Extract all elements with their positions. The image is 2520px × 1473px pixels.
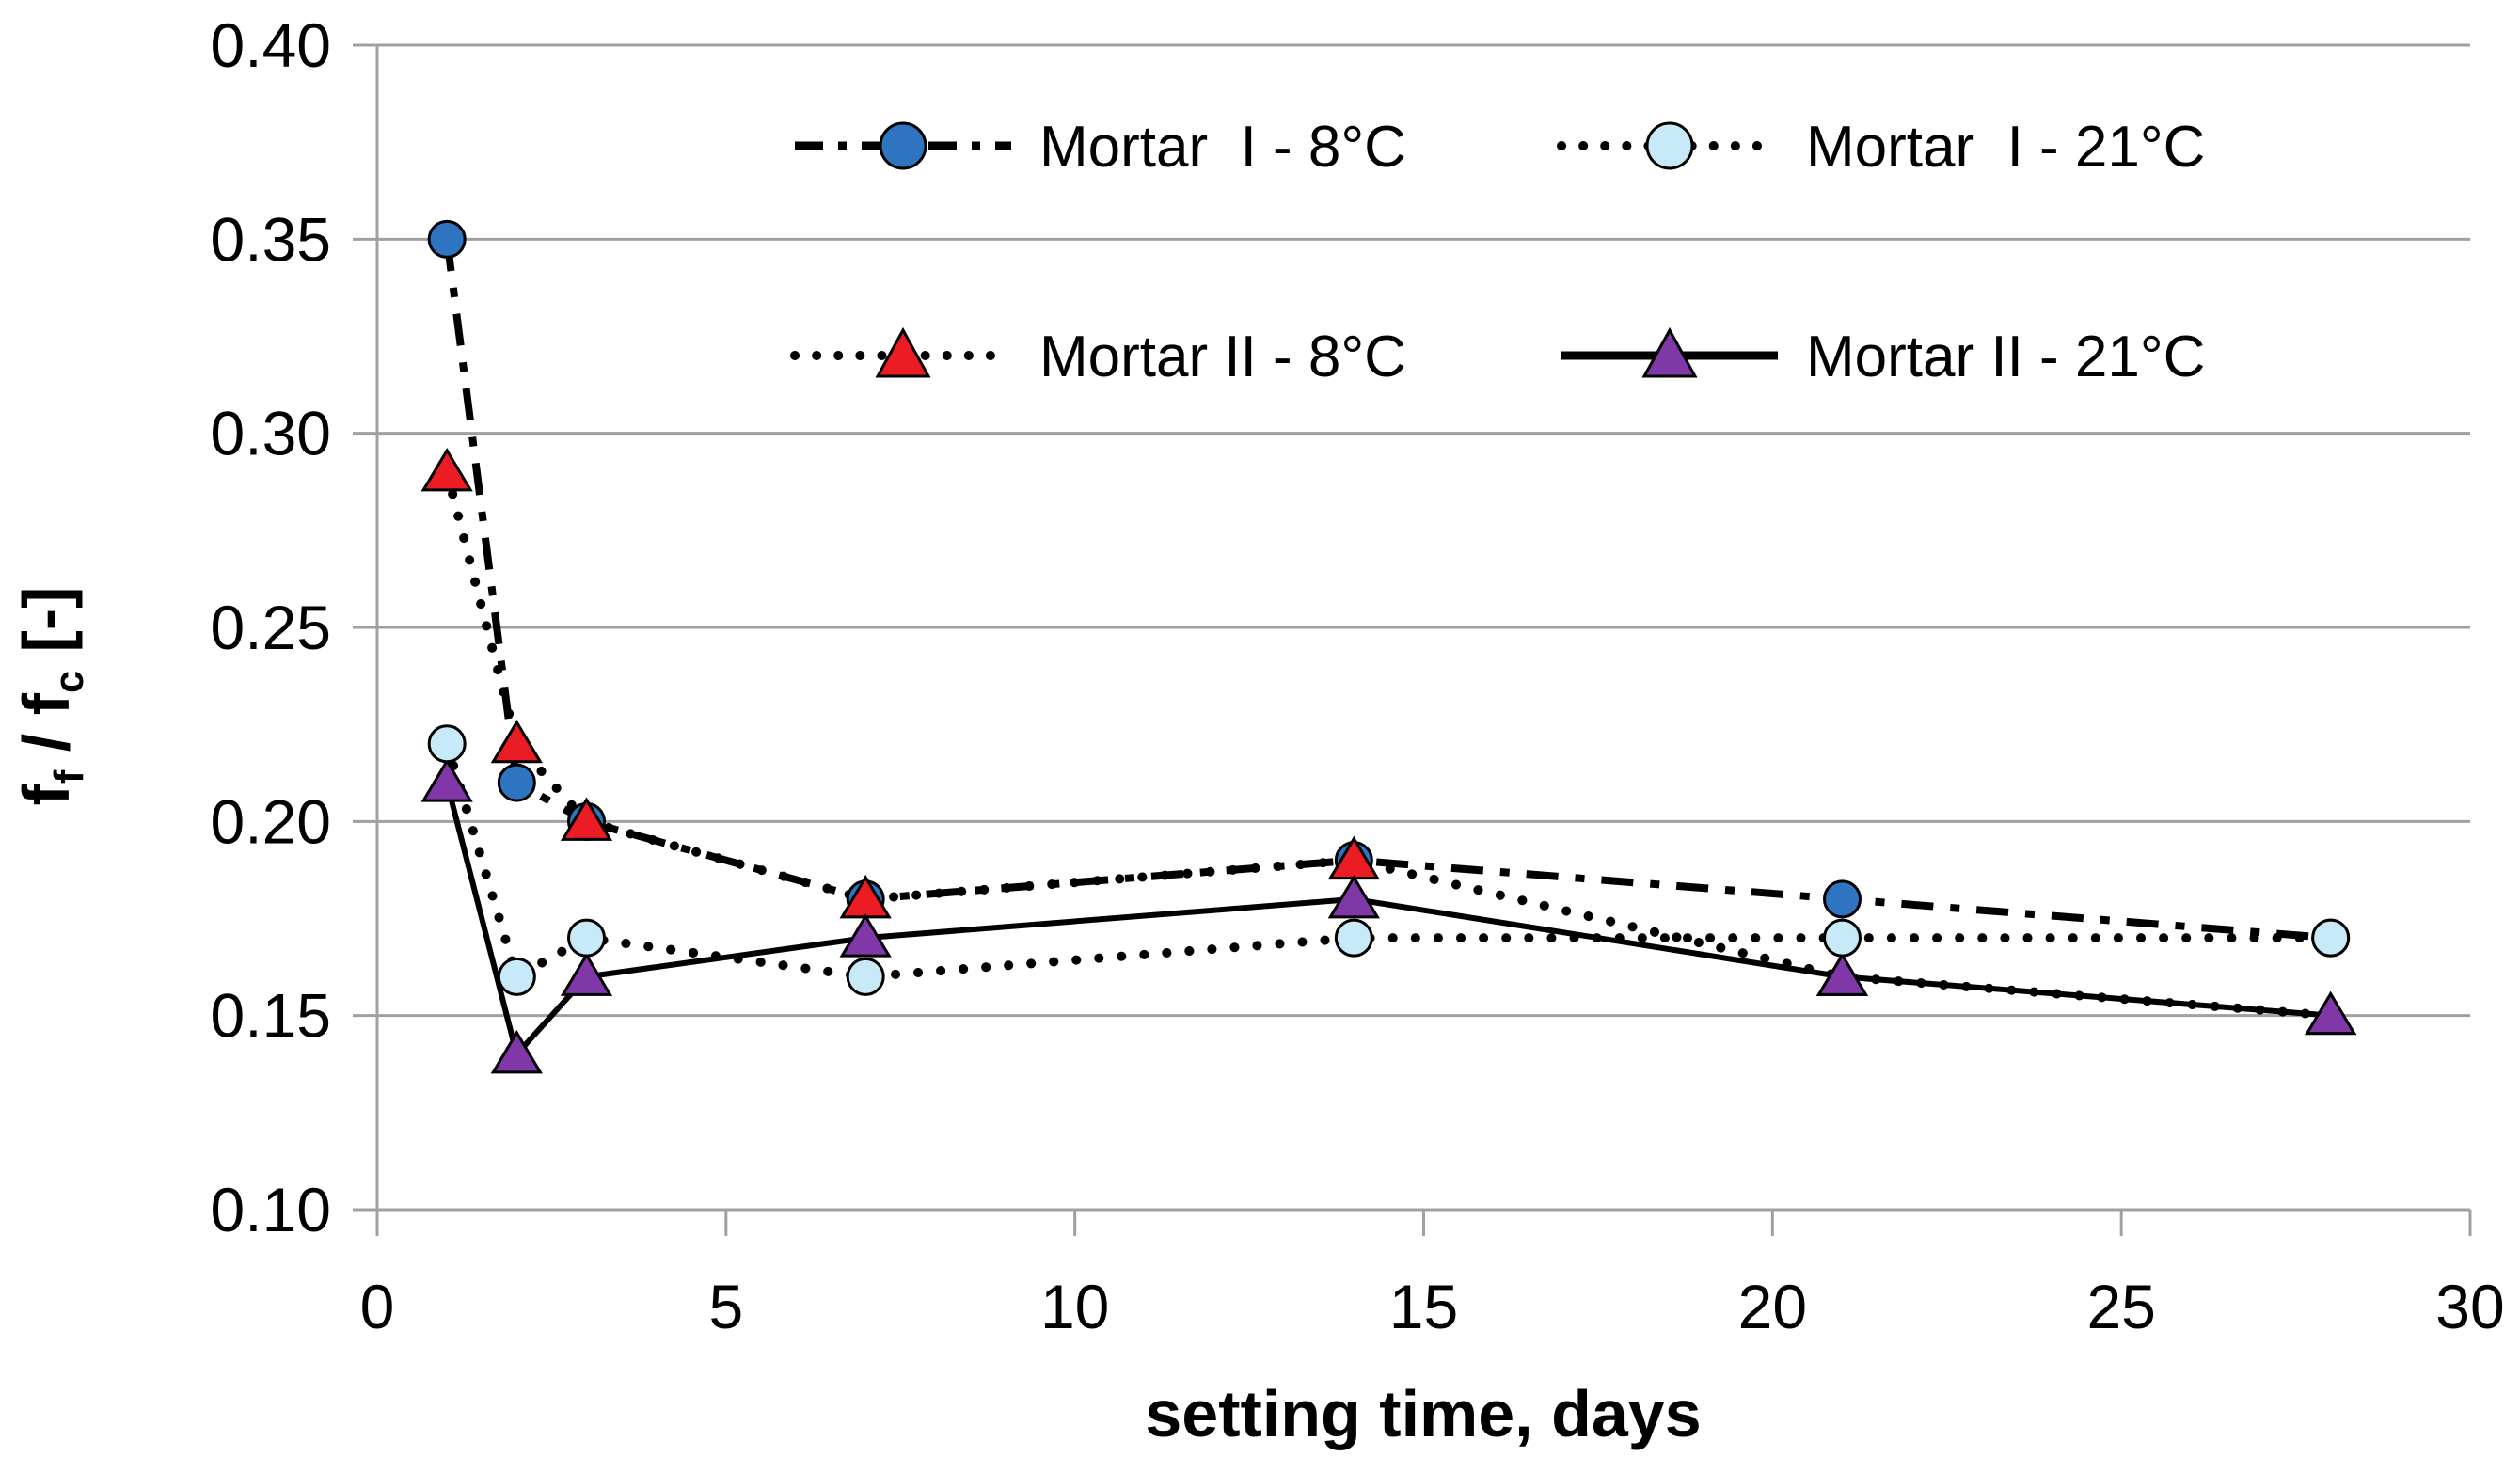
marker-mortar-ii-21-c-day21 bbox=[1815, 952, 1869, 996]
line-mortar-ii-21-c bbox=[444, 782, 2331, 1061]
gridlines bbox=[353, 43, 2470, 1212]
y-axis-title-part: / f bbox=[9, 693, 83, 770]
marker-mortar-ii-8-c-day1 bbox=[420, 448, 473, 492]
marker-mortar-ii-21-c-day1 bbox=[420, 758, 473, 802]
x-tick-label-25: 25 bbox=[2086, 1272, 2155, 1341]
x-tick-label-15: 15 bbox=[1389, 1272, 1458, 1341]
legend-marker-mortar-i-8-c bbox=[879, 121, 927, 170]
legend-label-mortar-ii-8-c: Mortar II - 8°C bbox=[1039, 325, 1406, 389]
y-axis-title-subscript: c bbox=[47, 670, 92, 694]
marker-mortar-i-21-c-day2 bbox=[497, 957, 536, 996]
marker-mortar-i-8-c-day1 bbox=[427, 219, 467, 259]
series-markers bbox=[420, 219, 2357, 1074]
y-tick-label-0.25: 0.25 bbox=[211, 593, 331, 662]
legend-item-mortar-i-8-c: Mortar I - 8°C bbox=[795, 115, 1406, 180]
marker-mortar-i-21-c-day7 bbox=[846, 957, 885, 996]
y-tick-label-0.35: 0.35 bbox=[211, 204, 331, 274]
y-tick-label-0.10: 0.10 bbox=[211, 1175, 331, 1244]
legend: Mortar I - 8°C Mortar I - 21°C Mortar II -… bbox=[790, 115, 2205, 389]
y-axis-title-part: f bbox=[9, 784, 83, 806]
x-axis-title: setting time, days bbox=[1145, 1377, 1702, 1450]
marker-mortar-i-8-c-day21 bbox=[1823, 879, 1862, 919]
x-tick-label-0: 0 bbox=[360, 1272, 395, 1341]
axes bbox=[375, 45, 2472, 1236]
marker-mortar-ii-21-c-day28 bbox=[2305, 990, 2357, 1036]
marker-mortar-ii-21-c-day14 bbox=[1327, 874, 1380, 919]
legend-label-mortar-i-8-c: Mortar I - 8°C bbox=[1039, 115, 1406, 180]
legend-item-mortar-i-21-c: Mortar I - 21°C bbox=[1557, 115, 2205, 180]
legend-item-mortar-ii-8-c: Mortar II - 8°C bbox=[790, 325, 1406, 389]
x-tick-label-30: 30 bbox=[2435, 1272, 2504, 1341]
marker-mortar-i-8-c-day2 bbox=[497, 763, 536, 802]
y-tick-label-0.15: 0.15 bbox=[211, 981, 331, 1051]
y-axis-title-subscript: f bbox=[47, 769, 92, 784]
marker-mortar-ii-21-c-day7 bbox=[839, 913, 892, 958]
marker-mortar-i-21-c-day1 bbox=[427, 724, 467, 764]
legend-item-mortar-ii-21-c: Mortar II - 21°C bbox=[1561, 325, 2205, 389]
x-tick-label-10: 10 bbox=[1040, 1272, 1109, 1341]
x-tick-label-5: 5 bbox=[708, 1272, 743, 1341]
y-tick-label-0.20: 0.20 bbox=[211, 786, 331, 856]
legend-label-mortar-i-21-c: Mortar I - 21°C bbox=[1806, 115, 2205, 180]
marker-mortar-i-21-c-day21 bbox=[1823, 918, 1862, 958]
tick-labels: 0.10 0.15 0.20 0.25 0.30 0.35 0.40 0 5 10 15 20 25 30 bbox=[211, 10, 2505, 1341]
legend-marker-mortar-ii-8-c bbox=[875, 326, 931, 378]
marker-mortar-i-21-c-day14 bbox=[1334, 918, 1373, 958]
marker-mortar-ii-21-c-day3 bbox=[560, 952, 613, 996]
marker-mortar-i-21-c-day28 bbox=[2311, 918, 2351, 958]
marker-mortar-ii-8-c-day2 bbox=[490, 719, 543, 764]
legend-marker-mortar-i-21-c bbox=[1645, 121, 1694, 170]
y-tick-label-0.30: 0.30 bbox=[211, 399, 331, 468]
y-axis-title: ff / fc [-] bbox=[8, 587, 93, 806]
x-tick-label-20: 20 bbox=[1738, 1272, 1807, 1341]
y-axis-title-part: [-] bbox=[9, 586, 83, 671]
marker-mortar-ii-21-c-day2 bbox=[490, 1029, 543, 1074]
legend-label-mortar-ii-21-c: Mortar II - 21°C bbox=[1806, 325, 2205, 389]
marker-mortar-i-21-c-day3 bbox=[567, 918, 606, 958]
y-tick-label-0.40: 0.40 bbox=[211, 10, 331, 80]
marker-mortar-ii-8-c-day3 bbox=[560, 797, 613, 841]
legend-marker-mortar-ii-21-c bbox=[1641, 326, 1698, 378]
